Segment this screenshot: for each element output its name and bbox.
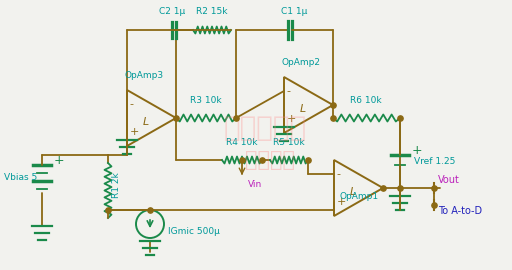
Text: L: L (143, 117, 149, 127)
Text: 版权所有: 版权所有 (245, 150, 295, 170)
Text: -: - (130, 99, 134, 109)
Text: Vout: Vout (438, 175, 460, 185)
Text: R3 10k: R3 10k (190, 96, 222, 105)
Text: R1 2k: R1 2k (112, 172, 121, 198)
Text: +: + (412, 144, 422, 157)
Text: R2 15k: R2 15k (196, 7, 228, 16)
Text: +: + (54, 154, 65, 167)
Text: OpAmp1: OpAmp1 (339, 192, 378, 201)
Text: C2 1μ: C2 1μ (159, 7, 185, 16)
Text: R4 10k: R4 10k (226, 138, 258, 147)
Text: +: + (130, 127, 139, 137)
Text: Vref 1.25: Vref 1.25 (414, 157, 455, 166)
Text: To A-to-D: To A-to-D (438, 206, 482, 216)
Text: R6 10k: R6 10k (350, 96, 382, 105)
Text: C1 1μ: C1 1μ (281, 7, 307, 16)
Text: IGmic 500μ: IGmic 500μ (168, 228, 220, 237)
Text: OpAmp2: OpAmp2 (282, 58, 321, 67)
Text: Vin: Vin (248, 180, 262, 189)
Text: +: + (337, 197, 346, 207)
Text: +: + (287, 114, 296, 124)
Text: R5 10k: R5 10k (273, 138, 305, 147)
Text: -: - (337, 169, 341, 179)
Text: L: L (350, 187, 356, 197)
Text: L: L (300, 104, 306, 114)
Text: Vbias 5: Vbias 5 (4, 173, 37, 181)
Text: -: - (287, 86, 291, 96)
Text: 电工程专辑: 电工程专辑 (223, 114, 307, 142)
Text: OpAmp3: OpAmp3 (124, 71, 163, 80)
